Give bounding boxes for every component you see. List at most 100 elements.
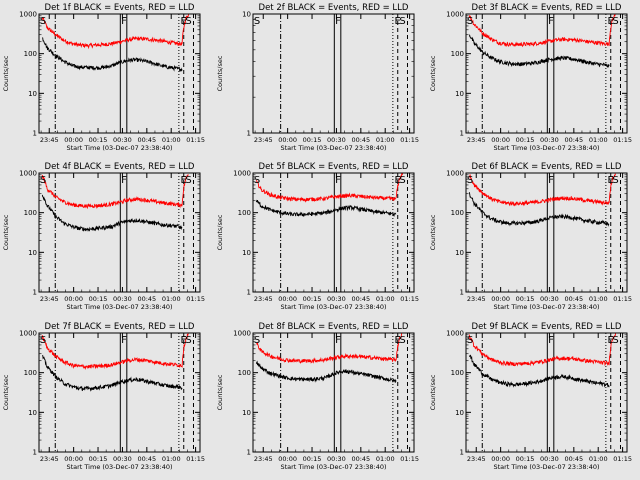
x-tick-label: 23:45 <box>40 455 59 463</box>
marker-e: E <box>180 335 186 346</box>
series-line-lld <box>41 332 189 370</box>
marker-s: S <box>467 335 473 346</box>
marker-s: S <box>185 175 191 186</box>
y-tick-label: 10 <box>242 409 251 417</box>
marker-s: S <box>254 335 260 346</box>
x-axis-label: Start Time (03-Dec-07 23:38:40) <box>493 144 599 152</box>
y-tick-label: 1 <box>460 130 464 138</box>
marker-s: S <box>467 175 473 186</box>
y-tick-label: 100 <box>24 369 37 377</box>
y-tick-label: 1000 <box>19 11 37 19</box>
y-tick-label: 1 <box>33 289 37 297</box>
marker-f: F <box>335 175 341 186</box>
plot-frame <box>252 13 415 134</box>
x-tick-label: 01:00 <box>162 455 181 463</box>
y-tick-label: 10 <box>455 409 464 417</box>
y-tick-label: 1000 <box>19 330 37 338</box>
plot-frame <box>38 172 201 293</box>
x-tick-label: 23:45 <box>40 136 59 144</box>
x-tick-label: 00:15 <box>303 136 322 144</box>
x-tick-label: 00:30 <box>540 455 559 463</box>
x-tick-label: 01:15 <box>613 455 632 463</box>
y-tick-label: 1 <box>247 130 251 138</box>
y-tick-label: 1000 <box>233 170 251 178</box>
series-line-events <box>468 354 610 388</box>
x-tick-label: 23:45 <box>254 455 273 463</box>
marker-s: S <box>185 16 191 27</box>
chart-panel-8: Det 8f BLACK = Events, RED = LLD Counts/s… <box>216 322 419 471</box>
x-tick-label: 00:45 <box>351 136 370 144</box>
marker-f: F <box>121 335 127 346</box>
marker-s: S <box>40 335 46 346</box>
x-tick-label: 00:45 <box>564 455 583 463</box>
x-tick-label: 00:00 <box>64 455 83 463</box>
x-tick-label: 00:30 <box>540 136 559 144</box>
x-tick-label: 00:00 <box>491 455 510 463</box>
x-tick-label: 01:15 <box>186 295 205 303</box>
chart-title: Det 3f BLACK = Events, RED = LLD <box>472 3 622 13</box>
chart-panel-9: Det 9f BLACK = Events, RED = LLD Counts/s… <box>429 322 632 471</box>
y-axis-label: Counts/sec <box>216 55 224 91</box>
y-axis-label: Counts/sec <box>429 55 437 91</box>
x-tick-label: 00:15 <box>89 136 108 144</box>
x-tick-label: 00:30 <box>113 295 132 303</box>
series-line-events <box>42 354 183 392</box>
x-tick-label: 23:45 <box>40 295 59 303</box>
marker-e: E <box>394 175 400 186</box>
y-tick-label: 1000 <box>233 330 251 338</box>
x-tick-label: 23:45 <box>467 295 486 303</box>
y-tick-label: 10 <box>28 249 37 257</box>
x-tick-label: 00:15 <box>303 455 322 463</box>
series-line-lld <box>255 172 404 203</box>
marker-e: E <box>607 175 613 186</box>
x-tick-label: 01:15 <box>400 295 419 303</box>
chart-panel-2: Det 2f BLACK = Events, RED = LLD Counts/s… <box>216 3 419 152</box>
x-axis-label: Start Time (03-Dec-07 23:38:40) <box>280 303 386 311</box>
marker-s: S <box>254 16 260 27</box>
x-tick-label: 23:45 <box>254 136 273 144</box>
x-axis-label: Start Time (03-Dec-07 23:38:40) <box>66 463 172 471</box>
x-tick-label: 00:15 <box>516 455 535 463</box>
x-tick-label: 00:30 <box>327 455 346 463</box>
y-tick-label: 100 <box>451 209 464 217</box>
x-tick-label: 00:45 <box>137 455 156 463</box>
series-line-lld <box>469 172 616 207</box>
series-line-events <box>255 199 397 217</box>
y-tick-label: 1 <box>33 449 37 457</box>
y-axis-label: Counts/sec <box>216 214 224 250</box>
x-tick-label: 01:15 <box>400 455 419 463</box>
x-axis-label: Start Time (03-Dec-07 23:38:40) <box>280 463 386 471</box>
x-tick-label: 01:00 <box>376 136 395 144</box>
plot-frame <box>38 13 201 134</box>
plot-frame <box>465 172 628 293</box>
marker-e: E <box>180 16 186 27</box>
marker-e: E <box>607 335 613 346</box>
x-tick-label: 00:30 <box>540 295 559 303</box>
series-line-events <box>468 33 610 68</box>
marker-s: S <box>185 335 191 346</box>
chart-panel-5: Det 5f BLACK = Events, RED = LLD Counts/s… <box>216 162 419 311</box>
series-line-events <box>468 192 610 227</box>
x-tick-label: 01:00 <box>589 136 608 144</box>
y-tick-label: 10 <box>455 90 464 98</box>
marker-s: S <box>399 16 405 27</box>
marker-e: E <box>394 335 400 346</box>
marker-s: S <box>467 16 473 27</box>
series-line-lld <box>41 13 190 50</box>
chart-title: Det 1f BLACK = Events, RED = LLD <box>45 3 195 13</box>
x-tick-label: 00:00 <box>491 295 510 303</box>
marker-f: F <box>121 175 127 186</box>
x-tick-label: 00:30 <box>327 295 346 303</box>
marker-e: E <box>180 175 186 186</box>
marker-f: F <box>548 175 554 186</box>
x-tick-label: 23:45 <box>467 455 486 463</box>
marker-s: S <box>40 16 46 27</box>
y-tick-label: 1000 <box>19 170 37 178</box>
y-tick-label: 10 <box>28 409 37 417</box>
y-axis-label: Counts/sec <box>2 55 10 91</box>
x-tick-label: 01:15 <box>613 295 632 303</box>
x-tick-label: 00:45 <box>137 136 156 144</box>
x-tick-label: 01:00 <box>376 455 395 463</box>
